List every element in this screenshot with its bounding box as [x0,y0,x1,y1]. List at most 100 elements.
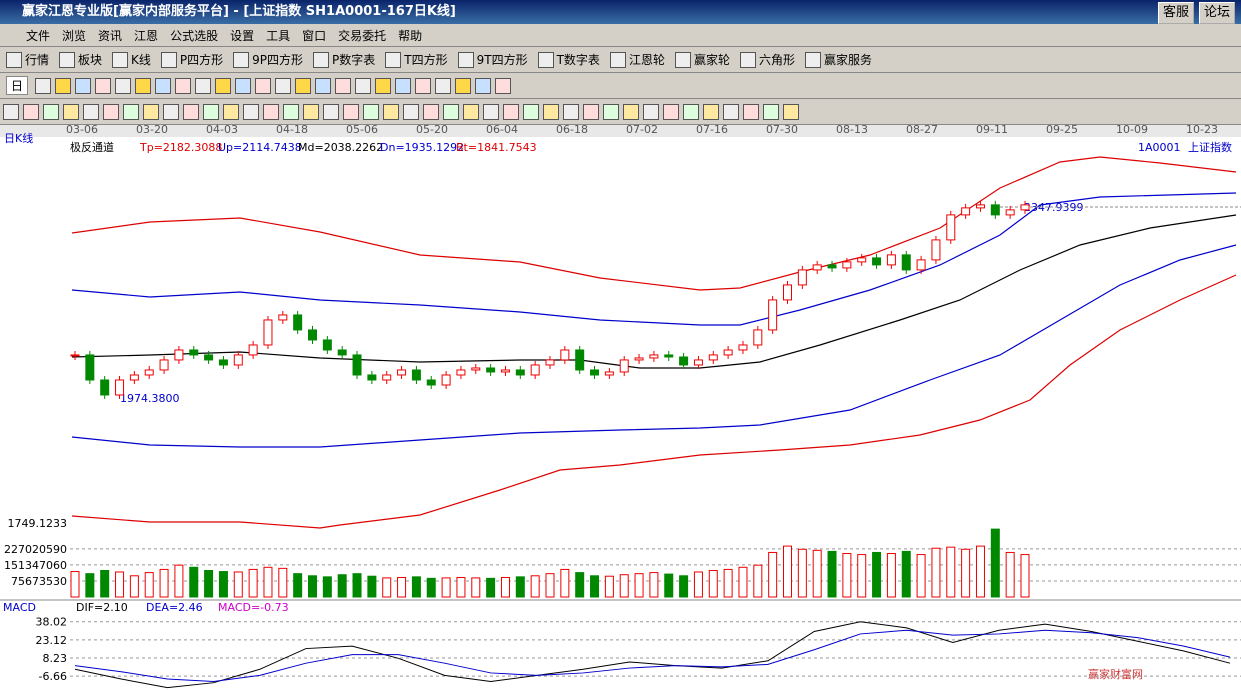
tool-icon[interactable] [543,103,559,120]
menu-item[interactable]: 浏览 [62,28,87,43]
tool-icon[interactable] [143,103,159,120]
period-select[interactable]: 日 [6,76,29,95]
tool-icon[interactable] [183,103,199,120]
toolbar-button[interactable]: T数字表 [537,51,600,69]
tool-icon[interactable] [195,77,212,94]
toolbar-button[interactable]: 六角形 [739,51,795,69]
tool-icon[interactable] [455,77,472,94]
tool-icon[interactable] [375,77,392,94]
tool-icon[interactable] [243,103,259,120]
tool-icon[interactable] [75,77,92,94]
toolbar-button[interactable]: 赢家轮 [674,51,730,69]
macd-tick-label: 23.12 [36,634,68,647]
tool-icon[interactable] [95,77,112,94]
tool-icon[interactable] [483,103,499,120]
tool-icon[interactable] [383,103,399,120]
tool-icon[interactable] [643,103,659,120]
tool-icon[interactable] [563,103,579,120]
menu-item[interactable]: 文件 [26,28,51,43]
toolbar-button[interactable]: 行情 [6,51,49,69]
toolbar-button[interactable]: P四方形 [160,51,223,69]
toolbar-button[interactable]: 9T四方形 [457,51,528,69]
tool-icon[interactable] [743,103,759,120]
tool-icon[interactable] [175,77,192,94]
tool-icon[interactable] [43,103,59,120]
tool-icon[interactable] [363,103,379,120]
tool-icon[interactable] [415,77,432,94]
tool-icon[interactable] [123,103,139,120]
toolbar-button[interactable]: 板块 [59,51,102,69]
tool-icon[interactable] [63,103,79,120]
tool-icon[interactable] [23,103,39,120]
candle [812,264,822,271]
menu-item[interactable]: 公式选股 [170,28,219,43]
tool-icon[interactable] [295,77,312,94]
tool-icon[interactable] [235,77,252,94]
menu-item[interactable]: 江恩 [134,28,159,43]
tool-icon[interactable] [35,77,52,94]
tool-icon[interactable] [263,103,279,120]
toolbar-button[interactable]: K线 [112,51,151,69]
tool-icon[interactable] [495,77,512,94]
toolbar-label: 江恩轮 [628,52,665,67]
volume-bar [70,571,80,598]
volume-bar [842,553,852,598]
tool-icon[interactable] [83,103,99,120]
tool-icon[interactable] [355,77,372,94]
volume-bar [278,567,288,598]
menu-item[interactable]: 交易委托 [338,28,387,43]
tool-icon[interactable] [663,103,679,120]
tool-icon[interactable] [395,77,412,94]
tool-icon[interactable] [203,103,219,120]
tool-icon[interactable] [315,77,332,94]
toolbar-button[interactable]: T四方形 [385,51,448,69]
forum-button[interactable]: 论坛 [1199,2,1236,24]
tool-icon[interactable] [503,103,519,120]
tool-icon[interactable] [603,103,619,120]
tool-icon[interactable] [55,77,72,94]
menu-item[interactable]: 工具 [266,28,291,43]
menu-item[interactable]: 帮助 [398,28,423,43]
tool-icon[interactable] [163,103,179,120]
menu-item[interactable]: 设置 [230,28,255,43]
date-label: 04-18 [276,125,308,136]
tool-icon[interactable] [135,77,152,94]
date-label: 10-23 [1186,125,1218,136]
toolbar-button[interactable]: P数字表 [313,51,375,69]
toolbar-button[interactable]: 江恩轮 [609,51,665,69]
tool-icon[interactable] [3,103,19,120]
tool-icon[interactable] [475,77,492,94]
tool-icon[interactable] [275,77,292,94]
tool-icon[interactable] [703,103,719,120]
menu-item[interactable]: 资讯 [98,28,123,43]
tool-icon[interactable] [583,103,599,120]
tool-icon[interactable] [443,103,459,120]
tool-icon[interactable] [283,103,299,120]
menu-item[interactable]: 窗口 [302,28,327,43]
tool-icon[interactable] [523,103,539,120]
tool-icon[interactable] [623,103,639,120]
tool-icon[interactable] [343,103,359,120]
toolbar-button[interactable]: 赢家服务 [804,51,872,69]
toolbar-button[interactable]: 9P四方形 [233,51,303,69]
tool-icon[interactable] [683,103,699,120]
tool-icon[interactable] [435,77,452,94]
tool-icon[interactable] [303,103,319,120]
tool-icon[interactable] [323,103,339,120]
tool-icon[interactable] [423,103,439,120]
candle [768,299,778,331]
tool-icon[interactable] [103,103,119,120]
tool-icon[interactable] [783,103,799,120]
tool-icon[interactable] [723,103,739,120]
service-button[interactable]: 客服 [1158,2,1195,24]
volume-bar [159,568,169,598]
tool-icon[interactable] [255,77,272,94]
tool-icon[interactable] [215,77,232,94]
tool-icon[interactable] [403,103,419,120]
tool-icon[interactable] [223,103,239,120]
tool-icon[interactable] [335,77,352,94]
tool-icon[interactable] [763,103,779,120]
tool-icon[interactable] [115,77,132,94]
tool-icon[interactable] [155,77,172,94]
tool-icon[interactable] [463,103,479,120]
